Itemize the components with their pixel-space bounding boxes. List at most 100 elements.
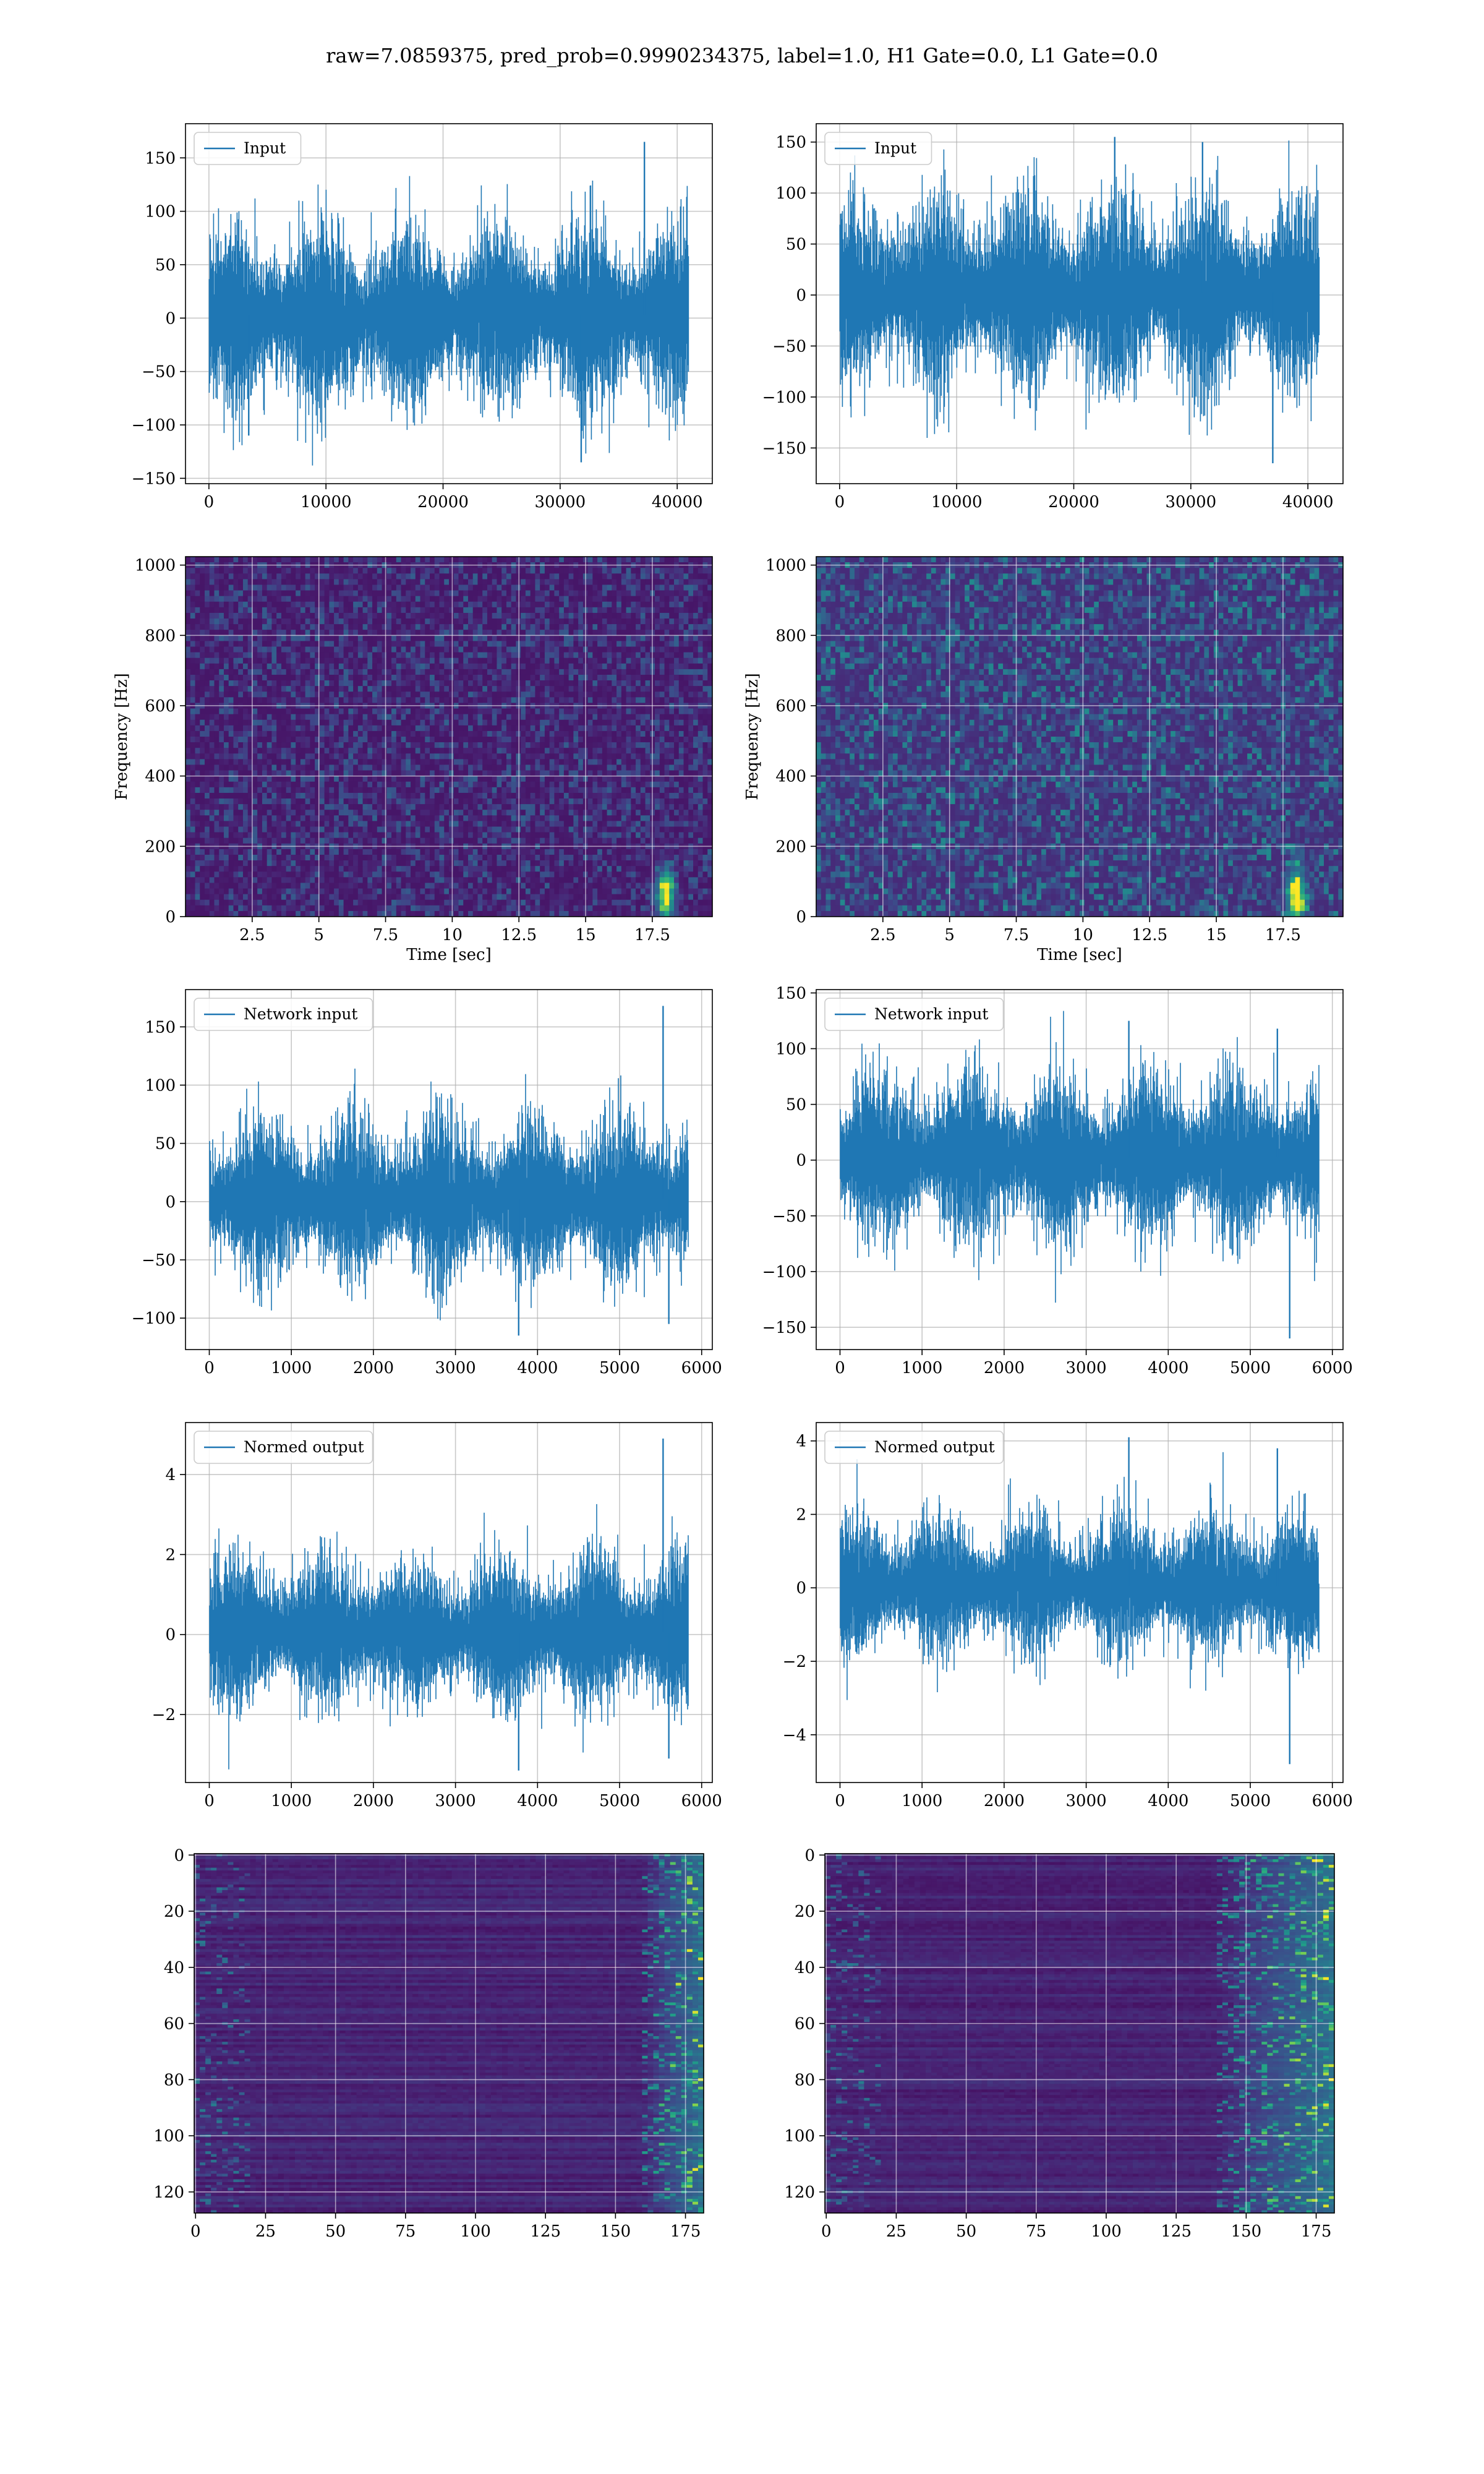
- spectrogram-cell: [363, 731, 368, 737]
- spectrogram-cell: [631, 748, 636, 754]
- spectrogram-cell: [367, 630, 372, 636]
- legend-label: Input: [874, 139, 916, 157]
- spectrogram-cell: [281, 635, 286, 641]
- spectrogram-cell: [492, 742, 497, 748]
- spectrogram-cell: [597, 675, 602, 681]
- spectrogram-cell: [233, 776, 238, 782]
- spectrogram-cell: [492, 798, 497, 805]
- spectrogram-cell: [416, 624, 420, 630]
- spectrogram-cell: [435, 720, 440, 726]
- spectrogram-cell: [310, 618, 315, 625]
- spectrogram-cell: [411, 709, 416, 715]
- spectrogram-cell: [339, 697, 344, 703]
- spectrogram-cell: [243, 618, 248, 625]
- spectrogram-cell: [497, 669, 501, 675]
- spectrogram-cell: [377, 607, 382, 614]
- spectrogram-cell: [487, 720, 492, 726]
- spectrogram-cell: [526, 686, 531, 692]
- spectrogram-cell: [348, 618, 353, 625]
- spectrogram-cell: [482, 573, 487, 580]
- spectrogram-cell: [573, 764, 578, 771]
- spectrogram-cell: [305, 653, 310, 659]
- spectrogram-cell: [454, 557, 459, 563]
- spectrogram-cell: [564, 742, 569, 748]
- spectrogram-cell: [602, 613, 607, 619]
- spectrogram-cell: [550, 630, 555, 636]
- spectrogram-cell: [693, 793, 698, 799]
- spectrogram-cell: [655, 658, 660, 664]
- spectrogram-cell: [200, 669, 205, 675]
- spectrogram-cell: [224, 714, 229, 721]
- spectrogram-cell: [679, 618, 684, 625]
- spectrogram-cell: [344, 573, 349, 580]
- spectrogram-cell: [454, 759, 459, 765]
- spectrogram-cell: [473, 759, 478, 765]
- spectrogram-cell: [487, 759, 492, 765]
- spectrogram-cell: [329, 771, 334, 777]
- spectrogram-cell: [238, 764, 243, 771]
- spectrogram-cell: [210, 568, 215, 574]
- y-tick-label: 200: [145, 837, 176, 856]
- spectrogram-cell: [669, 720, 674, 726]
- spectrogram-cell: [214, 737, 219, 743]
- spectrogram-cell: [195, 607, 200, 614]
- spectrogram-cell: [301, 686, 305, 692]
- spectrogram-cell: [219, 748, 224, 754]
- spectrogram-cell: [597, 697, 602, 703]
- spectrogram-cell: [229, 658, 234, 664]
- spectrogram-cell: [252, 584, 257, 591]
- spectrogram-cell: [444, 653, 449, 659]
- spectrogram-cell: [430, 686, 435, 692]
- spectrogram-cell: [636, 771, 641, 777]
- spectrogram-cell: [334, 726, 339, 732]
- spectrogram-cell: [506, 675, 511, 681]
- spectrogram-cell: [607, 630, 612, 636]
- spectrogram-cell: [665, 753, 670, 760]
- spectrogram-cell: [214, 607, 219, 614]
- spectrogram-cell: [573, 742, 578, 748]
- spectrogram-cell: [411, 584, 416, 591]
- spectrogram-cell: [636, 675, 641, 681]
- spectrogram-cell: [511, 591, 516, 597]
- spectrogram-cell: [291, 753, 296, 760]
- spectrogram-cell: [511, 737, 516, 743]
- spectrogram-cell: [339, 602, 344, 608]
- spectrogram-cell: [367, 737, 372, 743]
- spectrogram-cell: [588, 669, 593, 675]
- spectrogram-cell: [511, 764, 516, 771]
- spectrogram-cell: [195, 742, 200, 748]
- spectrogram-cell: [435, 653, 440, 659]
- spectrogram-cell: [573, 697, 578, 703]
- spectrogram-cell: [569, 793, 574, 799]
- spectrogram-cell: [698, 798, 703, 805]
- spectrogram-cell: [463, 753, 468, 760]
- spectrogram-cell: [411, 573, 416, 580]
- spectrogram-cell: [440, 759, 445, 765]
- spectrogram-cell: [186, 720, 190, 726]
- spectrogram-cell: [655, 647, 660, 653]
- spectrogram-cell: [386, 680, 391, 687]
- spectrogram-cell: [195, 737, 200, 743]
- spectrogram-cell: [569, 613, 574, 619]
- spectrogram-cell: [440, 753, 445, 760]
- spectrogram-cell: [588, 686, 593, 692]
- spectrogram-cell: [646, 557, 650, 563]
- spectrogram-cell: [372, 726, 377, 732]
- spectrogram-cell: [665, 579, 670, 585]
- spectrogram-cell: [449, 653, 454, 659]
- spectrogram-cell: [526, 664, 531, 670]
- spectrogram-cell: [430, 647, 435, 653]
- spectrogram-cell: [501, 675, 506, 681]
- spectrogram-cell: [665, 686, 670, 692]
- spectrogram-cell: [396, 624, 401, 630]
- spectrogram-cell: [688, 624, 693, 630]
- spectrogram-cell: [477, 658, 482, 664]
- spectrogram-cell: [636, 764, 641, 771]
- spectrogram-cell: [224, 557, 229, 563]
- spectrogram-cell: [535, 753, 540, 760]
- spectrogram-cell: [674, 591, 679, 597]
- spectrogram-cell: [501, 618, 506, 625]
- spectrogram-cell: [339, 613, 344, 619]
- spectrogram-cell: [276, 793, 281, 799]
- spectrogram-cell: [621, 573, 626, 580]
